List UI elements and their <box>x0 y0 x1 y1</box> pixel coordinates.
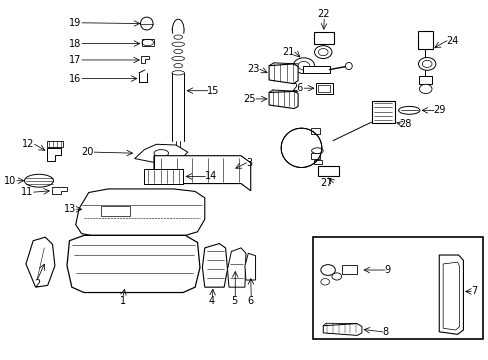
Polygon shape <box>341 265 356 274</box>
Polygon shape <box>154 156 250 191</box>
Polygon shape <box>202 244 227 287</box>
Text: 5: 5 <box>231 296 237 306</box>
Text: 25: 25 <box>243 94 255 104</box>
Polygon shape <box>47 148 61 161</box>
Polygon shape <box>227 248 245 287</box>
Text: 19: 19 <box>69 18 81 28</box>
Ellipse shape <box>311 148 323 154</box>
Text: 29: 29 <box>432 105 445 115</box>
Text: 12: 12 <box>22 139 34 149</box>
Text: 20: 20 <box>81 147 93 157</box>
Bar <box>312 237 482 339</box>
Text: 24: 24 <box>446 36 458 46</box>
Bar <box>313 32 333 44</box>
Bar <box>315 83 332 94</box>
Bar <box>310 128 320 134</box>
Text: 3: 3 <box>245 158 251 168</box>
Ellipse shape <box>24 174 53 187</box>
Text: 7: 7 <box>470 287 476 296</box>
Bar <box>318 166 338 176</box>
Text: 11: 11 <box>21 187 33 197</box>
Polygon shape <box>281 128 321 167</box>
Text: 13: 13 <box>63 204 76 214</box>
Circle shape <box>419 84 431 94</box>
Text: 10: 10 <box>4 176 16 186</box>
Polygon shape <box>172 19 183 33</box>
Polygon shape <box>26 237 55 287</box>
Polygon shape <box>268 64 298 84</box>
Circle shape <box>320 265 335 275</box>
Bar <box>417 31 432 49</box>
Text: 15: 15 <box>207 86 219 96</box>
Text: 27: 27 <box>320 178 332 188</box>
Ellipse shape <box>398 107 419 114</box>
Text: 9: 9 <box>384 265 390 275</box>
Ellipse shape <box>140 17 153 30</box>
Text: 28: 28 <box>399 118 411 129</box>
Text: 21: 21 <box>281 47 294 57</box>
Text: 6: 6 <box>247 296 253 306</box>
Bar <box>318 85 330 93</box>
Bar <box>313 160 322 164</box>
Text: 14: 14 <box>204 171 217 181</box>
Text: 2: 2 <box>34 279 40 289</box>
Text: 17: 17 <box>69 55 81 65</box>
Polygon shape <box>101 206 130 216</box>
Bar <box>310 153 320 158</box>
Text: 26: 26 <box>291 83 303 93</box>
Polygon shape <box>134 144 187 163</box>
Text: 16: 16 <box>69 73 81 84</box>
Polygon shape <box>323 324 361 336</box>
Polygon shape <box>144 169 183 184</box>
Text: 1: 1 <box>119 296 125 306</box>
Ellipse shape <box>345 63 351 69</box>
Circle shape <box>418 58 435 70</box>
Text: 4: 4 <box>208 296 215 306</box>
Polygon shape <box>244 253 255 280</box>
Text: 18: 18 <box>69 39 81 49</box>
Circle shape <box>331 273 341 280</box>
Polygon shape <box>141 56 149 63</box>
Bar <box>371 101 394 123</box>
Polygon shape <box>51 187 67 194</box>
Bar <box>418 76 431 84</box>
Polygon shape <box>76 189 204 235</box>
Polygon shape <box>438 255 463 334</box>
Circle shape <box>293 58 314 73</box>
Circle shape <box>314 46 331 59</box>
Bar <box>302 66 329 73</box>
Polygon shape <box>67 235 200 293</box>
Polygon shape <box>47 141 63 147</box>
Bar <box>142 39 154 46</box>
Polygon shape <box>268 91 298 109</box>
Text: 8: 8 <box>382 327 387 337</box>
Text: 22: 22 <box>317 9 329 19</box>
Text: 23: 23 <box>246 64 259 74</box>
